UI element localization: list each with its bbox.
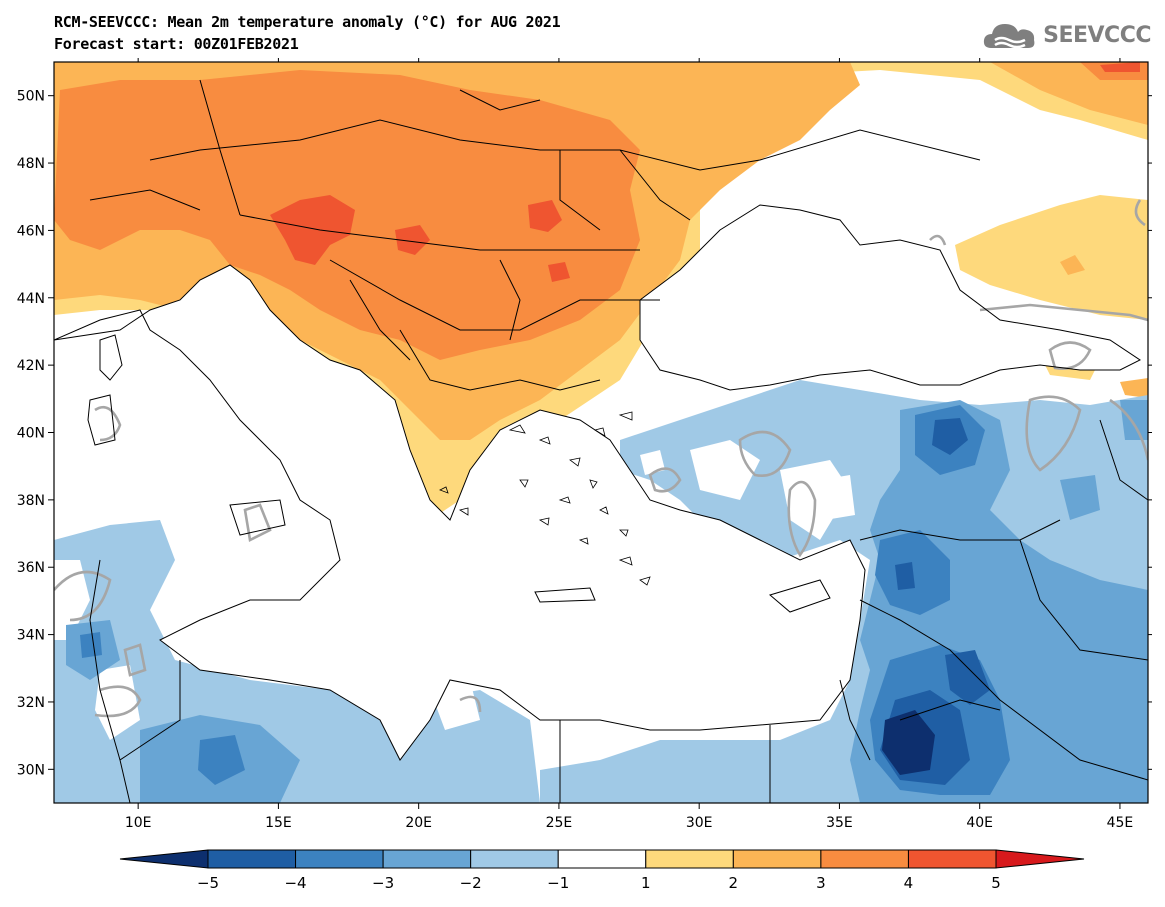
colorbar-tick-label: −1 xyxy=(547,874,569,892)
colorbar-above-max xyxy=(995,849,1085,869)
lon-tick-label: 40E xyxy=(966,815,993,831)
colorbar-tick-label: 4 xyxy=(904,874,914,892)
colorbar-tick-label: 3 xyxy=(816,874,826,892)
lat-tick-label: 48N xyxy=(17,156,45,172)
colorbar-bin-1 xyxy=(295,849,384,869)
lat-tick-label: 46N xyxy=(17,223,45,239)
lon-tick-label: 35E xyxy=(826,815,853,831)
colorbar-tick-label: 1 xyxy=(641,874,651,892)
warm-anomaly-region-4-5 xyxy=(270,195,355,265)
lon-tick-label: 25E xyxy=(546,815,573,831)
map-title: RCM-SEEVCCC: Mean 2m temperature anomaly… xyxy=(54,13,561,31)
lat-tick-label: 42N xyxy=(17,358,45,374)
colorbar-tick-label: 2 xyxy=(729,874,739,892)
lat-tick-label: 40N xyxy=(17,426,45,442)
colorbar-tick-label: −2 xyxy=(460,874,482,892)
colorbar-bin-4 xyxy=(557,849,647,869)
longitude-axis: 10E 15E 20E 25E 30E 35E 40E 45E xyxy=(125,58,1133,831)
colorbar-bin-6 xyxy=(732,849,822,869)
colorbar-bin-0 xyxy=(207,849,297,869)
black-sea xyxy=(640,205,1140,390)
lon-tick-label: 20E xyxy=(405,815,432,831)
colorbar: −5 −4 −3 −2 −1 1 2 3 4 5 xyxy=(119,849,1085,892)
lat-tick-label: 50N xyxy=(17,89,45,105)
mediterranean-sea xyxy=(54,265,865,760)
lat-tick-label: 36N xyxy=(17,560,45,576)
lat-tick-label: 44N xyxy=(17,291,45,307)
logo-text: SEEVCCC xyxy=(1043,22,1151,48)
colorbar-bin-7 xyxy=(820,849,909,869)
colorbar-below-min xyxy=(119,849,209,869)
colorbar-bin-2 xyxy=(382,849,472,869)
lon-tick-label: 15E xyxy=(265,815,292,831)
zero-anomaly-contours xyxy=(54,199,1148,718)
colorbar-bin-5 xyxy=(645,849,734,869)
lon-tick-label: 45E xyxy=(1107,815,1134,831)
colorbar-tick-label: −5 xyxy=(197,874,219,892)
colorbar-tick-label: −4 xyxy=(284,874,306,892)
colorbar-tick-label: 5 xyxy=(991,874,1001,892)
lat-tick-label: 32N xyxy=(17,695,45,711)
coastlines-and-borders xyxy=(54,79,1148,803)
seevccc-logo: SEEVCCC xyxy=(981,18,1151,52)
cloud-icon xyxy=(984,24,1035,49)
colorbar-tick-label: −3 xyxy=(372,874,394,892)
forecast-start-subtitle: Forecast start: 00Z01FEB2021 xyxy=(54,35,299,53)
latitude-axis: 30N 32N 34N 36N 38N 40N 42N 44N 46N 48N 50N xyxy=(17,89,1152,778)
aegean-islands xyxy=(439,411,651,586)
lat-tick-label: 30N xyxy=(17,762,45,778)
cool-anomaly-region-below-5 xyxy=(882,710,935,775)
lat-tick-label: 34N xyxy=(17,628,45,644)
lon-tick-label: 10E xyxy=(125,815,152,831)
map-field xyxy=(54,62,1148,803)
colorbar-bin-8 xyxy=(907,849,997,869)
lat-tick-label: 38N xyxy=(17,493,45,509)
lon-tick-label: 30E xyxy=(686,815,713,831)
colorbar-bin-3 xyxy=(470,849,559,869)
